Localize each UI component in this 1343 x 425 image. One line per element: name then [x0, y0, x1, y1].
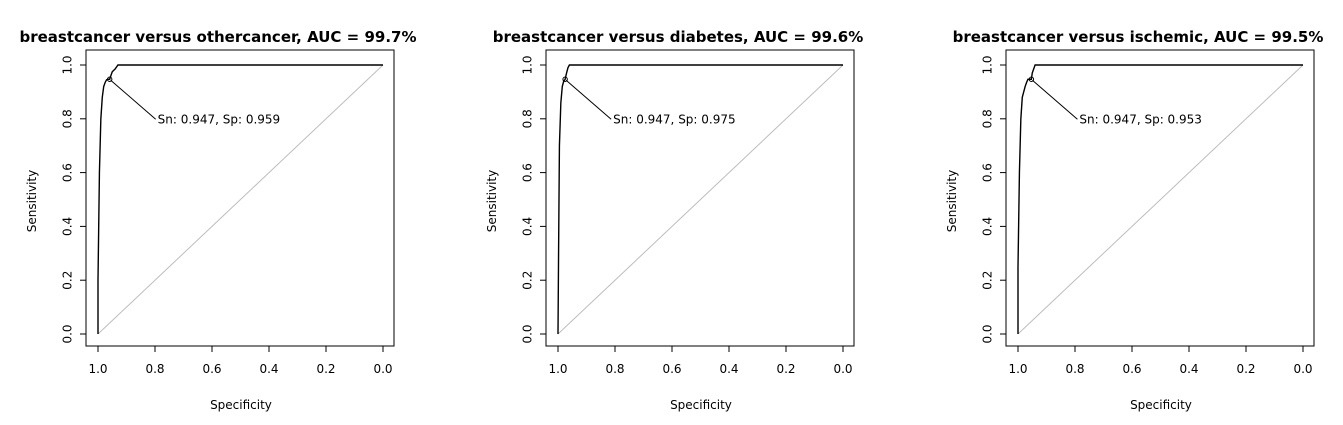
- y-tick-label: 0.6: [61, 163, 75, 182]
- threshold-point: [562, 76, 568, 82]
- x-axis-label: Specificity: [1130, 398, 1192, 412]
- annotation-leader: [565, 79, 612, 120]
- y-axis-label: Sensitivity: [25, 169, 39, 233]
- x-tick-label: 0.2: [316, 362, 335, 376]
- x-tick-label: 0.6: [662, 362, 681, 376]
- roc-panel-2: breastcancer versus diabetes, AUC = 99.6…: [460, 0, 900, 425]
- x-tick-label: 0.6: [202, 362, 221, 376]
- annotation-label: Sn: 0.947, Sp: 0.953: [1079, 112, 1202, 126]
- x-axis-label: Specificity: [670, 398, 732, 412]
- x-tick-label: 0.2: [1236, 362, 1255, 376]
- y-tick-label: 0.8: [61, 109, 75, 128]
- y-tick-label: 0.8: [981, 109, 995, 128]
- x-tick-label: 0.6: [1122, 362, 1141, 376]
- y-tick-label: 0.8: [521, 109, 535, 128]
- x-tick-label: 1.0: [88, 362, 107, 376]
- y-tick-label: 0.4: [981, 217, 995, 236]
- x-tick-label: 0.4: [259, 362, 278, 376]
- x-tick-label: 0.8: [605, 362, 624, 376]
- y-tick-label: 0.4: [521, 217, 535, 236]
- threshold-point: [106, 76, 113, 82]
- y-tick-label: 1.0: [61, 55, 75, 74]
- x-tick-label: 0.0: [1293, 362, 1312, 376]
- y-tick-label: 0.2: [981, 271, 995, 290]
- x-tick-label: 0.4: [1179, 362, 1198, 376]
- threshold-point: [1028, 76, 1035, 82]
- x-axis-label: Specificity: [210, 398, 272, 412]
- roc-panel-3: breastcancer versus ischemic, AUC = 99.5…: [920, 0, 1343, 425]
- x-tick-label: 0.4: [719, 362, 738, 376]
- y-tick-label: 1.0: [521, 55, 535, 74]
- x-tick-label: 0.2: [776, 362, 795, 376]
- chart-title: breastcancer versus othercancer, AUC = 9…: [19, 28, 417, 46]
- roc-plot: 1.0 0.8 0.6 0.4 0.2 0.0 0.0 0.2 0.4 0.6 0.8 1.0 Sn: …: [61, 49, 395, 376]
- y-tick-label: 0.2: [61, 271, 75, 290]
- y-tick-label: 0.0: [521, 324, 535, 343]
- annotation-label: Sn: 0.947, Sp: 0.959: [158, 112, 281, 126]
- x-tick-label: 0.8: [145, 362, 164, 376]
- annotation-leader: [110, 79, 157, 120]
- x-tick-label: 1.0: [1008, 362, 1027, 376]
- y-tick-label: 0.6: [521, 163, 535, 182]
- y-tick-label: 0.0: [981, 324, 995, 343]
- reference-diagonal: [97, 64, 384, 335]
- annotation-leader: [1032, 79, 1078, 120]
- roc-plot: 1.0 0.8 0.6 0.4 0.2 0.0 0.0 0.2 0.4 0.6 0.8 1.0 Sn: …: [981, 49, 1315, 376]
- y-tick-label: 0.4: [61, 217, 75, 236]
- x-tick-label: 0.8: [1065, 362, 1084, 376]
- chart-title: breastcancer versus ischemic, AUC = 99.5…: [952, 28, 1324, 46]
- y-axis-label: Sensitivity: [485, 169, 499, 233]
- y-tick-label: 0.6: [981, 163, 995, 182]
- y-axis-label: Sensitivity: [945, 169, 959, 233]
- y-tick-label: 1.0: [981, 55, 995, 74]
- roc-curve: [1017, 64, 1303, 334]
- annotation-label: Sn: 0.947, Sp: 0.975: [613, 112, 736, 126]
- roc-panel-1: breastcancer versus othercancer, AUC = 9…: [0, 0, 440, 425]
- roc-plot: 1.0 0.8 0.6 0.4 0.2 0.0 0.0 0.2 0.4 0.6 0.8 1.0 Sn: …: [521, 49, 855, 376]
- reference-diagonal: [557, 64, 844, 335]
- x-tick-label: 1.0: [548, 362, 567, 376]
- x-tick-label: 0.0: [373, 362, 392, 376]
- y-tick-label: 0.0: [61, 324, 75, 343]
- reference-diagonal: [1017, 64, 1304, 335]
- roc-curve: [97, 64, 383, 334]
- y-tick-label: 0.2: [521, 271, 535, 290]
- x-tick-label: 0.0: [833, 362, 852, 376]
- chart-title: breastcancer versus diabetes, AUC = 99.6…: [492, 28, 864, 46]
